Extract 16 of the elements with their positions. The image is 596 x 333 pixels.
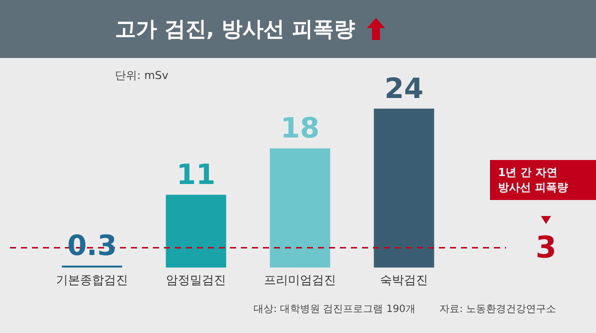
x-tick-label: 숙박검진 [380,272,428,287]
data-label: 24 [384,72,424,105]
data-label: 0.3 [67,228,117,262]
bar [374,108,434,268]
chart-subtitle: 단위: mSv [115,68,168,83]
text: 대상: 대학병원 검진프로그램 190개 [253,303,416,316]
text: 자료: 노동환경건강연구소 [439,303,556,316]
bar [166,194,226,268]
x-tick-label: 암정밀검진 [166,272,226,287]
chart-title: 고가 검진, 방사선 피폭량 [115,16,355,43]
data-label: 11 [176,158,216,192]
x-tick-label: 기본종합검진 [56,272,128,287]
x-tick-label: 프리미엄검진 [264,272,336,287]
ref-line-label: 3 [536,230,556,266]
bar [270,148,330,268]
data-label: 18 [280,112,320,145]
